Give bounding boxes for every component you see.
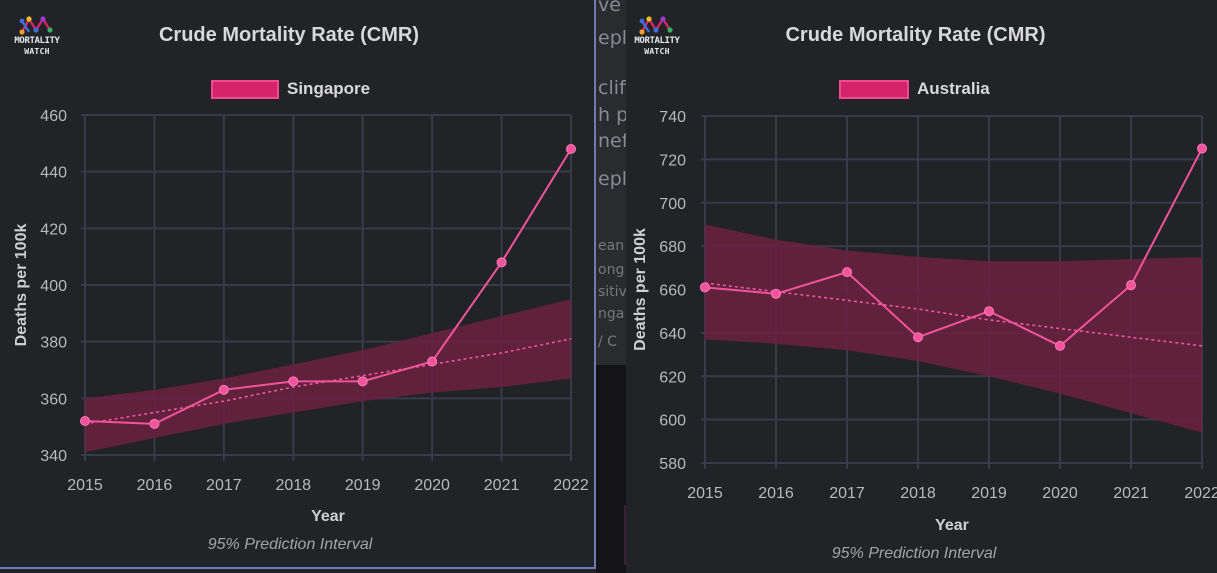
x-axis-title: Year: [311, 508, 345, 525]
x-tick-label: 2018: [900, 485, 936, 502]
data-point: [80, 416, 90, 426]
x-tick-label: 2016: [758, 485, 794, 502]
y-tick-label: 420: [40, 221, 67, 238]
logo-text-line2: WATCH: [24, 47, 50, 56]
legend-swatch: [839, 79, 909, 99]
footnote: 95% Prediction Interval: [208, 536, 373, 553]
logo-icon: [19, 16, 53, 35]
y-tick-label: 580: [659, 456, 686, 473]
data-point: [700, 282, 710, 293]
series-line: [84, 148, 572, 425]
data-point: [1055, 340, 1065, 351]
line-chart-singapore: 340 360 380 400 420 440 460 2015 2016 2017 2018 201…: [13, 108, 589, 553]
y-tick-label: 740: [659, 109, 686, 126]
y-tick-label: 620: [659, 369, 686, 386]
prediction-interval-band: [85, 299, 571, 453]
x-tick-label: 2016: [137, 477, 173, 494]
series-line: [704, 148, 1203, 348]
logo-text-line2: WATCH: [644, 47, 670, 56]
logo-icon: [639, 16, 673, 35]
data-point: [149, 418, 160, 429]
x-tick-label: 2021: [1113, 485, 1149, 502]
x-tick-label: 2020: [1042, 485, 1078, 502]
line-chart-australia: 580 600 620 640 660 680 700 720 740 2015 2016 2017 2…: [632, 109, 1217, 562]
prediction-interval-band: [705, 224, 1202, 433]
mortality-watch-logo: MORTALITY WATCH: [4, 12, 70, 60]
y-tick-label: 720: [659, 152, 686, 169]
y-tick-label: 700: [659, 196, 686, 213]
y-axis-title: Deaths per 100k: [13, 224, 30, 347]
logo-text-line1: MORTALITY: [14, 36, 60, 46]
data-point: [1197, 143, 1207, 154]
data-point: [357, 376, 368, 387]
y-tick-label: 660: [659, 283, 686, 300]
y-tick-label: 360: [40, 391, 67, 408]
x-tick-label: 2019: [971, 485, 1007, 502]
chart-title: Crude Mortality Rate (CMR): [158, 24, 419, 46]
data-point: [218, 384, 229, 395]
x-tick-label: 2020: [414, 477, 450, 494]
background-text: sitiv: [598, 284, 627, 300]
x-tick-label: 2021: [484, 477, 520, 494]
legend-label: Australia: [917, 79, 990, 98]
background-text: / C: [598, 334, 617, 350]
background-text: ong: [598, 262, 625, 278]
logo-text-line1: MORTALITY: [634, 36, 680, 46]
legend-label: Singapore: [287, 79, 371, 98]
data-point: [842, 267, 852, 278]
mortality-watch-logo: MORTALITY WATCH: [626, 12, 690, 60]
y-tick-label: 680: [659, 239, 686, 256]
x-tick-label: 2022: [553, 477, 589, 494]
data-point: [427, 356, 438, 367]
data-point: [288, 376, 299, 387]
x-tick-label: 2022: [1184, 485, 1217, 502]
chart-panel-australia: MORTALITY WATCH Crude Mortality Rate (CM…: [626, 0, 1217, 573]
x-tick-label: 2015: [67, 477, 103, 494]
y-tick-label: 400: [40, 278, 67, 295]
legend-swatch: [211, 79, 279, 99]
data-point: [913, 332, 923, 343]
data-point: [496, 257, 507, 268]
x-tick-label: 2015: [687, 485, 723, 502]
chart-panel-singapore: MORTALITY WATCH Crude Mortality Rate (CM…: [0, 0, 596, 569]
background-text: cliff: [598, 77, 633, 99]
data-point: [771, 288, 781, 299]
x-tick-label: 2017: [206, 477, 242, 494]
y-tick-label: 600: [659, 413, 686, 430]
y-tick-label: 380: [40, 335, 67, 352]
background-text: nga: [598, 306, 625, 322]
legend-item-australia[interactable]: Australia: [839, 79, 990, 99]
x-tick-label: 2017: [829, 485, 865, 502]
y-tick-label: 340: [40, 448, 67, 465]
x-tick-label: 2019: [345, 477, 381, 494]
x-tick-label: 2018: [275, 477, 311, 494]
y-axis-title: Deaths per 100k: [632, 228, 649, 351]
y-tick-label: 460: [40, 108, 67, 125]
footnote: 95% Prediction Interval: [832, 545, 997, 562]
background-text: ean: [598, 238, 625, 254]
background-text: epl: [598, 27, 628, 49]
data-point: [984, 306, 994, 317]
y-tick-label: 440: [40, 165, 67, 182]
data-point: [1126, 280, 1136, 291]
legend-item-singapore[interactable]: Singapore: [211, 79, 370, 99]
background-text: nef: [598, 130, 629, 152]
data-point: [566, 144, 576, 154]
chart-title: Crude Mortality Rate (CMR): [785, 24, 1046, 46]
x-axis-title: Year: [935, 517, 969, 534]
y-tick-label: 640: [659, 326, 686, 343]
background-text: h p: [598, 104, 629, 126]
